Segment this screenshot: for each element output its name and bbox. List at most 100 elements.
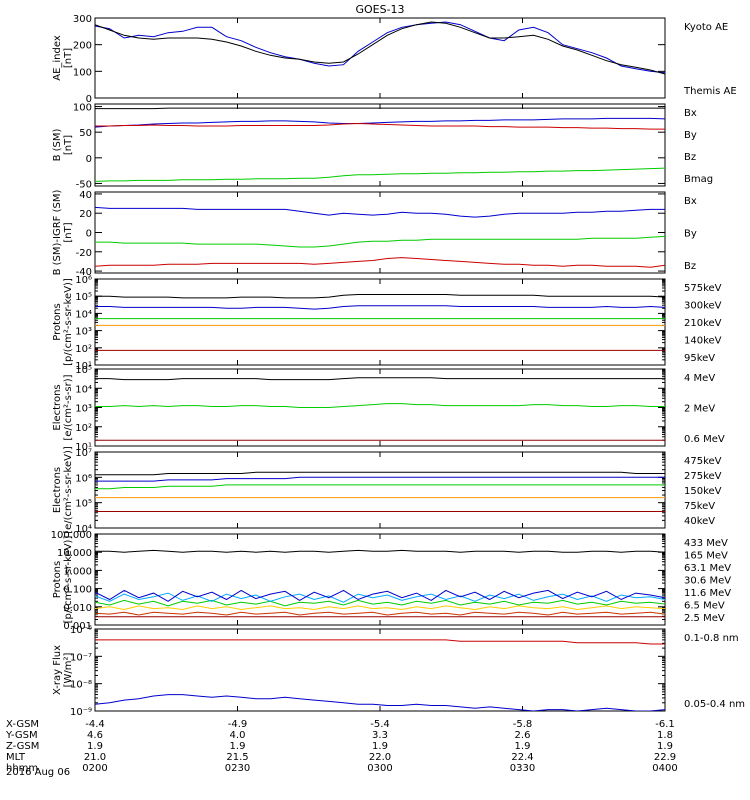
y-tick-label: 100 [73, 67, 92, 78]
y-tick-label: 10² [75, 344, 92, 355]
y-tick-label: 10⁻⁹ [70, 707, 92, 718]
series-line [95, 549, 665, 553]
y-axis-label-line: X-ray Flux [52, 645, 63, 695]
legend-entry: Bmag [684, 174, 713, 185]
series-line [95, 471, 665, 476]
series-line [95, 21, 665, 74]
y-tick-label: 0.001 [63, 621, 92, 632]
series-line [95, 21, 665, 75]
bottom-axis-value: 0230 [225, 763, 250, 774]
series-line [95, 206, 665, 218]
legend-entry: 140keV [684, 336, 722, 347]
y-axis-label-line: [p/(cm²-s-sr-keV)] [63, 278, 74, 366]
series-line [95, 589, 665, 602]
bottom-axis-value: 1.8 [657, 730, 673, 741]
bottom-axis-value: 1.9 [230, 741, 246, 752]
bottom-axis-value: 21.5 [226, 752, 248, 763]
y-tick-label: 10¹ [75, 361, 92, 372]
panel-2: -50 0 50 100 B (SM)[nT] Bx By Bz Bmag [52, 103, 713, 191]
panel-frame [94, 628, 666, 712]
bottom-axis-value: 1.9 [657, 741, 673, 752]
bottom-row-label: Y-GSM [5, 730, 38, 741]
bottom-axis-value: 22.4 [511, 752, 533, 763]
legend-entry: Bx [684, 196, 697, 207]
y-tick-label: 10⁴ [75, 309, 92, 320]
y-axis-label: X-ray Flux[W/m²] [52, 645, 74, 695]
y-tick-label: 10⁻⁷ [70, 652, 92, 663]
bottom-axis: X-GSMY-GSMZ-GSMMLThhmm-4.44.61.921.00200… [5, 719, 678, 774]
y-tick-label: 10³ [75, 327, 92, 338]
series-line [95, 599, 665, 607]
bottom-axis-value: 22.0 [369, 752, 391, 763]
y-axis-label-line: [nT] [63, 135, 74, 155]
y-axis-label-line: AE_index [52, 35, 63, 81]
panel-frame [94, 451, 666, 529]
panel-frame [94, 17, 666, 99]
series-line [95, 592, 665, 603]
bottom-axis-value: -4.9 [228, 719, 248, 730]
y-tick-label: 10¹ [75, 442, 92, 453]
panel-frame [94, 278, 666, 366]
y-tick-label: 0.100 [63, 585, 92, 596]
legend-entry: 95keV [684, 353, 715, 364]
panel-frame [94, 103, 666, 187]
y-tick-label: 40 [79, 190, 92, 201]
series-line [95, 235, 665, 248]
y-axis-label-line: [e/(cm²-s-sr)] [63, 374, 74, 440]
y-tick-label: 10⁻⁶ [70, 625, 92, 636]
y-axis-label-line: Protons [52, 561, 63, 598]
y-tick-label: -40 [76, 267, 92, 278]
bottom-row-label: Z-GSM [6, 741, 39, 752]
series-line [95, 294, 665, 299]
legend-entry: Kyoto AE [684, 22, 728, 33]
legend-entry: 150keV [684, 486, 722, 497]
y-axis-label: Protons[p/(cm²-s-sr-keV)] [52, 536, 74, 624]
y-tick-label: -20 [76, 248, 92, 259]
bottom-axis-value: 4.0 [230, 730, 246, 741]
legend-entry: By [684, 229, 697, 240]
legend-entry: Bz [684, 152, 696, 163]
bottom-axis-value: 1.9 [515, 741, 531, 752]
legend-entry: Bx [684, 108, 697, 119]
series-line [95, 117, 665, 128]
panel-1: 0 100 200 300 AE_index[nT] Kyoto AE Themis AE [52, 14, 737, 105]
bottom-row-label: hhmm [6, 763, 38, 774]
bottom-axis-value: 22.9 [654, 752, 676, 763]
y-tick-label: 1.000 [63, 566, 92, 577]
legend-entry: Themis AE [683, 86, 737, 97]
legend-entry: 6.5 MeV [684, 601, 725, 612]
date-label: 2016 Aug 06 [6, 767, 70, 778]
y-axis-label: AE_index[nT] [52, 35, 74, 81]
y-tick-label: 10⁴ [75, 524, 92, 535]
y-tick-label: 10.000 [57, 548, 92, 559]
legend-entry: 210keV [684, 318, 722, 329]
y-tick-label: 10⁵ [75, 292, 92, 303]
bottom-axis-value: 0400 [652, 763, 677, 774]
legend-entry: 75keV [684, 501, 715, 512]
y-tick-label: 10² [75, 423, 92, 434]
bottom-axis-value: 2.6 [515, 730, 531, 741]
legend-entry: 63.1 MeV [684, 563, 731, 574]
series-line [95, 305, 665, 310]
y-tick-label: 10⁶ [75, 473, 92, 484]
panel-3: -40 -20 0 20 40 B (SM)-IGRF (SM)[nT] Bx By Bz [52, 190, 697, 279]
y-axis-label-line: B (SM) [52, 128, 63, 161]
bottom-axis-value: 0300 [367, 763, 392, 774]
y-tick-label: 0 [86, 154, 92, 165]
bottom-axis-value: -6.1 [655, 719, 675, 730]
y-tick-label: 10⁵ [75, 499, 92, 510]
y-tick-label: 0.010 [63, 603, 92, 614]
bottom-axis-value: 0200 [82, 763, 107, 774]
y-tick-label: 100 [73, 103, 92, 114]
legend-entry: By [684, 130, 697, 141]
legend-entry: Bz [684, 261, 696, 272]
bottom-row-label: X-GSM [6, 719, 39, 730]
panel-frame [94, 191, 666, 274]
y-tick-label: 10⁵ [75, 365, 92, 376]
y-tick-label: 20 [79, 209, 92, 220]
y-axis-label-line: [nT] [63, 48, 74, 68]
bottom-row-label: MLT [6, 752, 26, 763]
